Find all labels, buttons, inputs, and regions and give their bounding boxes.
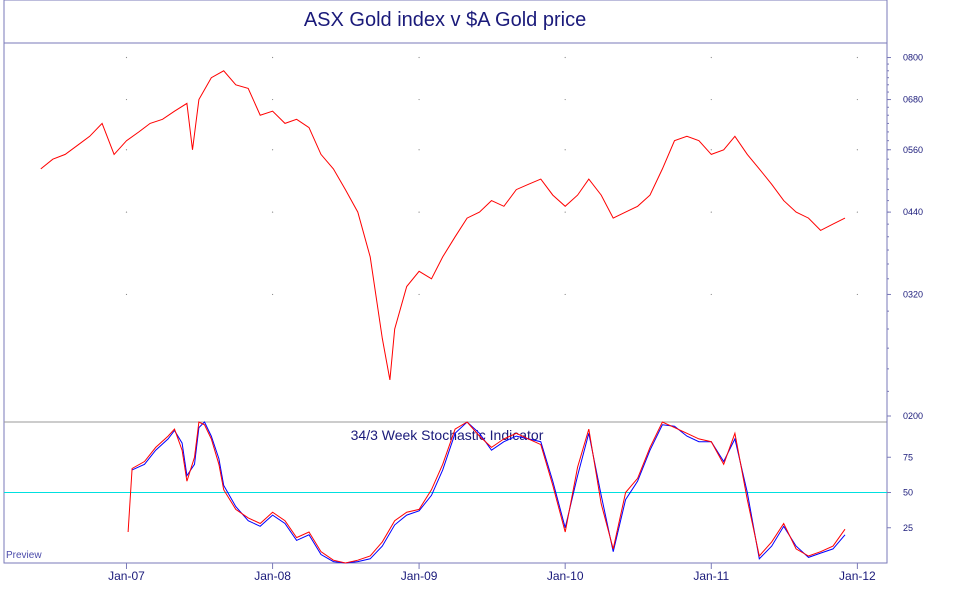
grid-dot [418,56,420,59]
y-tick-label: 0560 [903,145,923,155]
grid-dot [710,149,712,151]
grid-dot [271,293,274,296]
grid-dot [271,211,274,213]
price-series-line [40,70,846,380]
x-tick-label: Jan-12 [839,569,876,583]
grid-dot [856,211,858,213]
stochastic-title: 34/3 Week Stochastic Indicator [351,427,544,443]
grid-dot [710,211,712,213]
chart-title: ASX Gold index v $A Gold price [304,9,586,31]
grid-dot [710,293,712,296]
grid-dot [856,149,858,151]
y-tick-label: 0800 [903,53,923,63]
y-tick-label: 0320 [903,289,923,299]
grid-dot [271,98,274,101]
y-tick-label: 0200 [903,411,923,421]
outer-frame [3,0,888,564]
grid-dot [564,56,566,59]
grid-dot [125,293,128,296]
y-tick-label: 25 [903,523,913,533]
grid-dot [564,98,566,101]
grid-dot [271,56,274,59]
x-tick-label: Jan-11 [693,569,729,583]
stochastic-k-line [127,421,846,564]
x-tick-label: Jan-08 [254,569,291,583]
price-grid [125,56,858,296]
y-tick-label: 0680 [903,95,923,105]
x-tick-label: Jan-10 [547,569,584,583]
grid-dot [564,149,566,151]
grid-dot [125,98,128,101]
preview-watermark: Preview [6,550,42,561]
grid-dot [271,149,274,151]
stochastic-d-line [131,421,846,564]
x-tick-label: Jan-09 [401,569,438,583]
grid-dot [856,56,858,59]
grid-dot [418,293,420,296]
price-y-axis: 0800 0680 0560 0440 0320 0200 [887,53,923,421]
grid-dot [125,149,128,151]
grid-dot [710,98,712,101]
stochastic-y-axis: 75 50 25 [887,452,913,533]
grid-dot [418,149,420,151]
grid-dot [856,98,858,101]
grid-dot [856,293,858,296]
grid-dot [125,56,128,59]
y-tick-label: 0440 [903,207,923,217]
x-tick-label: Jan-07 [108,569,145,583]
grid-dot [710,56,712,59]
x-axis: Jan-07 Jan-08 Jan-09 Jan-10 Jan-11 Jan-12 [108,563,876,583]
grid-dot [564,293,566,296]
grid-dot [564,211,566,213]
grid-dot [418,211,420,213]
y-tick-label: 50 [903,488,913,498]
grid-dot [418,98,420,101]
grid-dot [125,211,128,213]
y-tick-label: 75 [903,452,913,462]
